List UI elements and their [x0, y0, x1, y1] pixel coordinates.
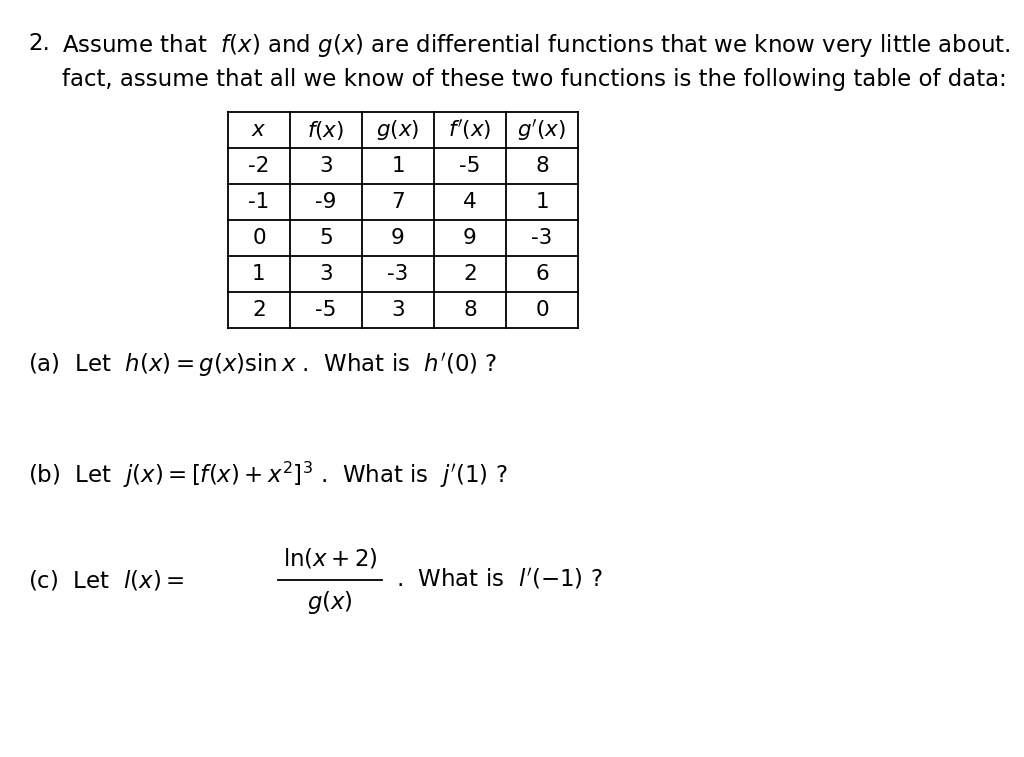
Text: $f'(x)$: $f'(x)$: [449, 118, 492, 142]
Text: $\mathrm{ln}(x+2)$: $\mathrm{ln}(x+2)$: [283, 546, 378, 570]
Text: 3: 3: [391, 300, 404, 320]
Text: (b)  Let  $j(x) =[f(x)+x^2]^3$ .  What is  $j'(1)$ ?: (b) Let $j(x) =[f(x)+x^2]^3$ . What is $…: [28, 460, 508, 491]
Text: (a)  Let  $h(x) = g(x)\sin x$ .  What is  $h'(0)$ ?: (a) Let $h(x) = g(x)\sin x$ . What is $h…: [28, 352, 498, 380]
Text: 2.: 2.: [28, 32, 50, 55]
Text: $g'(x)$: $g'(x)$: [517, 117, 566, 143]
Text: 1: 1: [536, 192, 549, 212]
Text: $g(x)$: $g(x)$: [377, 118, 420, 142]
Text: .  What is  $l'(-1)$ ?: . What is $l'(-1)$ ?: [396, 568, 602, 593]
Text: 0: 0: [252, 228, 266, 248]
Text: 1: 1: [252, 264, 266, 284]
Text: fact, assume that all we know of these two functions is the following table of d: fact, assume that all we know of these t…: [62, 68, 1007, 91]
Text: 9: 9: [463, 228, 477, 248]
Text: 5: 5: [319, 228, 333, 248]
Text: $g(x)$: $g(x)$: [307, 588, 353, 615]
Text: 9: 9: [391, 228, 404, 248]
Text: 6: 6: [536, 264, 549, 284]
Text: -2: -2: [248, 156, 269, 176]
Text: 3: 3: [319, 264, 333, 284]
Text: 7: 7: [391, 192, 404, 212]
Text: 0: 0: [536, 300, 549, 320]
Text: $x$: $x$: [251, 120, 266, 140]
Text: 3: 3: [319, 156, 333, 176]
Text: -3: -3: [387, 264, 409, 284]
Text: Assume that  $\it{f}$($\it{x}$) and $\it{g}$($\it{x}$) are differential function: Assume that $\it{f}$($\it{x}$) and $\it{…: [62, 32, 1024, 59]
Text: -3: -3: [531, 228, 553, 248]
Text: 1: 1: [391, 156, 404, 176]
Text: 2: 2: [463, 264, 477, 284]
Text: 4: 4: [463, 192, 477, 212]
Text: 8: 8: [536, 156, 549, 176]
Text: -1: -1: [249, 192, 269, 212]
Text: -5: -5: [460, 156, 480, 176]
Text: -9: -9: [315, 192, 337, 212]
Text: (c)  Let  $l(x) =$: (c) Let $l(x) =$: [28, 568, 184, 592]
Text: 2: 2: [252, 300, 266, 320]
Text: $f(x)$: $f(x)$: [307, 119, 345, 142]
Text: -5: -5: [315, 300, 337, 320]
Text: 8: 8: [463, 300, 477, 320]
